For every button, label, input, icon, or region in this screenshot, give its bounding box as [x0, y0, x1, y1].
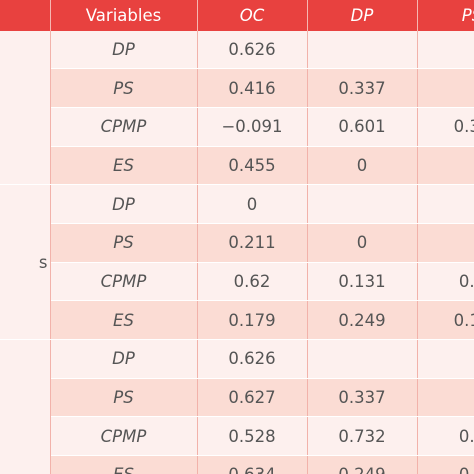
- value-cell: 0.249: [307, 300, 418, 340]
- value-cell: 0.626: [197, 339, 308, 379]
- value-cell: [307, 184, 418, 224]
- variable-cell: ES: [50, 146, 198, 186]
- group-label: [0, 339, 51, 474]
- value-cell: 0.1: [417, 262, 474, 302]
- value-cell: [417, 223, 474, 263]
- table-row: DP 0.626: [0, 339, 474, 474]
- value-cell: [307, 339, 418, 379]
- table-row: ES 0.455 0: [0, 146, 474, 186]
- variable-cell: DP: [50, 339, 198, 379]
- variable-cell: ES: [50, 455, 198, 474]
- header-cell: PS: [417, 0, 474, 31]
- value-cell: 0: [307, 146, 418, 186]
- value-cell: 0.179: [197, 300, 308, 340]
- value-cell: −0.091: [197, 107, 308, 147]
- variable-cell: ES: [50, 300, 198, 340]
- value-cell: 0.337: [307, 68, 418, 108]
- variable-cell: PS: [50, 68, 198, 108]
- value-cell: 0.416: [197, 68, 308, 108]
- table-row: s DP 0: [0, 184, 474, 340]
- table-row: DP 0.626: [0, 29, 474, 186]
- value-cell: [417, 30, 474, 70]
- variable-cell: PS: [50, 378, 198, 418]
- table-body: DP0.626PS0.4160.337CPMP−0.0910.6010.38ES…: [0, 29, 474, 474]
- table-row: PS 0.416 0.337: [0, 68, 474, 108]
- variable-cell: CPMP: [50, 262, 198, 302]
- value-cell: 0.732: [307, 416, 418, 457]
- header-cell: DP: [307, 0, 418, 31]
- value-cell: [417, 184, 474, 224]
- value-cell: 0.601: [307, 107, 418, 147]
- value-cell: 0.4: [417, 416, 474, 457]
- value-cell: [417, 378, 474, 418]
- value-cell: [417, 146, 474, 186]
- variable-cell: PS: [50, 223, 198, 263]
- value-cell: [417, 68, 474, 108]
- table-row: PS 0.627 0.337: [0, 378, 474, 418]
- value-cell: 0.38: [417, 107, 474, 147]
- value-cell: 0.455: [197, 146, 308, 186]
- variable-cell: DP: [50, 30, 198, 70]
- value-cell: 0.626: [197, 30, 308, 70]
- value-cell: 0.13: [417, 300, 474, 340]
- group-label: s: [0, 184, 51, 340]
- variable-cell: CPMP: [50, 107, 198, 147]
- variable-cell: DP: [50, 184, 198, 224]
- value-cell: [417, 339, 474, 379]
- value-cell: 0: [307, 223, 418, 263]
- variable-cell: CPMP: [50, 416, 198, 457]
- value-cell: 0: [197, 184, 308, 224]
- value-cell: 0.131: [307, 262, 418, 302]
- value-cell: 0.528: [197, 416, 308, 457]
- value-cell: 0.211: [197, 223, 308, 263]
- value-cell: 0.337: [307, 378, 418, 418]
- header-cell: OC: [197, 0, 308, 31]
- value-cell: 0.1: [417, 455, 474, 474]
- header-cell: [0, 0, 51, 31]
- value-cell: [307, 30, 418, 70]
- header-row: Variables OCDPPS: [0, 0, 474, 31]
- value-cell: 0.249: [307, 455, 418, 474]
- table-row: PS 0.211 0: [0, 223, 474, 263]
- group-label: [0, 29, 51, 186]
- value-cell: 0.62: [197, 262, 308, 302]
- value-cell: 0.627: [197, 378, 308, 418]
- header-cell: Variables: [50, 0, 198, 31]
- value-cell: 0.634: [197, 455, 308, 474]
